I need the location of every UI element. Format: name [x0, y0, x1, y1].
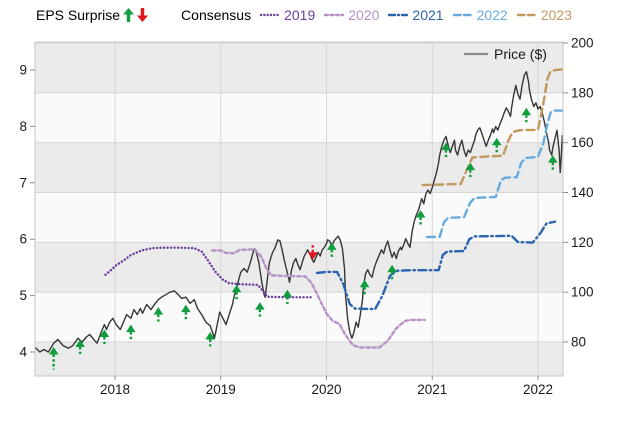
- y-axis-left-eps: 9 8 7 6 5 4: [19, 63, 35, 360]
- gridlines: [35, 42, 563, 376]
- x-axis-tick-label: 2018: [100, 382, 130, 397]
- price-legend-label: Price ($): [494, 46, 547, 62]
- surprise-up-arrow-icon: [491, 137, 502, 146]
- surprise-up-arrow-icon: [153, 307, 164, 315]
- consensus-2019-line-sample-icon: [260, 13, 281, 17]
- price-line: [35, 70, 563, 353]
- consensus-line-2021: [315, 220, 557, 311]
- left-axis-tick-label: 5: [19, 288, 27, 303]
- surprise-markers: [48, 107, 558, 370]
- surprise-up-arrow-icon: [255, 302, 265, 310]
- surprise-up-arrow-icon: [231, 284, 242, 293]
- right-axis-tick-label: 160: [571, 135, 594, 150]
- left-axis-tick-label: 6: [19, 232, 27, 247]
- x-axis-tick-label: 2022: [523, 382, 553, 397]
- consensus-2022-line-sample-icon: [452, 13, 473, 17]
- price-legend: Price ($): [464, 47, 547, 61]
- right-axis-tick-label: 180: [571, 85, 594, 100]
- surprise-up-arrow-icon: [282, 289, 293, 298]
- left-axis-tick-label: 4: [19, 345, 27, 360]
- right-axis-tick-label: 120: [571, 235, 594, 250]
- surprise-up-arrow-icon: [99, 329, 110, 338]
- surprise-up-arrow-icon: [359, 279, 370, 288]
- legend-year-label: 2022: [476, 7, 508, 23]
- left-axis-tick-label: 9: [19, 63, 27, 78]
- x-axis-tick-label: 2020: [311, 382, 341, 397]
- left-axis-tick-label: 7: [19, 175, 27, 190]
- consensus-line-2019: [104, 246, 312, 299]
- consensus-line-2020: [211, 248, 426, 349]
- surprise-up-arrow-icon: [548, 155, 558, 163]
- surprise-up-arrow-icon: [181, 304, 191, 313]
- legend-year-label: 2023: [540, 7, 572, 23]
- consensus-2023-line-sample-icon: [516, 13, 537, 17]
- x-axis-tick-label: 2019: [206, 382, 236, 397]
- right-axis-tick-label: 200: [571, 36, 594, 51]
- surprise-up-arrow-icon: [521, 107, 532, 116]
- surprise-up-arrow-icon: [465, 162, 476, 171]
- surprise-up-arrow-icon: [441, 142, 451, 151]
- y-axis-right-price: 200 180 160 140 120 100 80: [563, 36, 594, 350]
- x-axis-years: 2018 2019 2020 2021 2022: [100, 376, 553, 397]
- surprise-up-arrow-icon: [48, 346, 59, 355]
- consensus-2021-line-sample-icon: [388, 13, 409, 17]
- eps-surprise-down-arrow-icon: [137, 8, 149, 22]
- right-axis-tick-label: 100: [571, 285, 594, 300]
- plot-border: [34, 41, 564, 377]
- price-line-sample-icon: [464, 52, 488, 56]
- consensus-label: Consensus: [181, 7, 252, 23]
- right-axis-tick-label: 140: [571, 185, 594, 200]
- surprise-up-arrow-icon: [326, 242, 337, 250]
- x-axis-tick-label: 2021: [417, 382, 447, 397]
- consensus-line-2022: [425, 109, 563, 239]
- surprise-up-arrow-icon: [387, 264, 397, 273]
- legend-top: EPS Surprise Consensus 2019 2020 2021 20…: [36, 8, 572, 22]
- legend-item-2023: 2023: [516, 7, 572, 23]
- legend-item-2022: 2022: [452, 7, 508, 23]
- legend-item-2021: 2021: [388, 7, 444, 23]
- consensus-line-2023: [421, 68, 563, 187]
- legend-year-label: 2021: [412, 7, 444, 23]
- eps-surprise-up-arrow-icon: [123, 8, 135, 22]
- legend-item-2020: 2020: [324, 8, 379, 22]
- right-axis-tick-label: 80: [571, 335, 586, 350]
- legend-year-label: 2019: [284, 7, 316, 23]
- left-axis-tick-label: 8: [19, 119, 27, 134]
- surprise-up-arrow-icon: [205, 332, 215, 340]
- eps-surprise-label: EPS Surprise: [36, 7, 121, 23]
- legend-year-label: 2020: [348, 7, 380, 23]
- surprise-up-arrow-icon: [415, 209, 426, 218]
- legend-item-2019: 2019: [260, 8, 315, 22]
- surprise-up-arrow-icon: [126, 324, 136, 333]
- consensus-2020-line-sample-icon: [324, 13, 345, 17]
- surprise-down-arrow-icon: [307, 252, 318, 260]
- surprise-up-arrow-icon: [75, 339, 85, 348]
